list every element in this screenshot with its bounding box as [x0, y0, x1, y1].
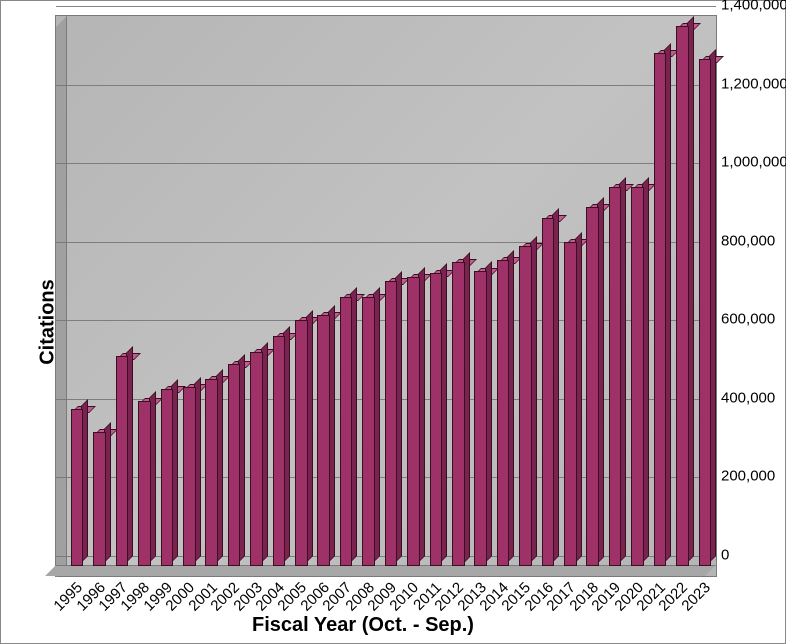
bars-container — [66, 16, 716, 566]
y-tick: 400,000 — [721, 389, 775, 406]
y-tick: 0 — [721, 547, 729, 564]
bar — [116, 358, 129, 566]
x-axis-label: Fiscal Year (Oct. - Sep.) — [1, 614, 725, 637]
bar — [273, 338, 286, 566]
gridline — [56, 477, 66, 478]
gridline — [56, 320, 66, 321]
bar — [699, 61, 712, 566]
bar — [161, 391, 174, 566]
bar — [676, 28, 689, 566]
bar — [362, 299, 375, 566]
bar — [138, 403, 151, 566]
bar — [586, 209, 599, 567]
bar — [452, 264, 465, 567]
bar — [228, 366, 241, 566]
y-tick: 1,200,000 — [721, 75, 786, 92]
plot-area — [55, 15, 717, 577]
bar — [183, 389, 196, 566]
y-tick: 1,400,000 — [721, 0, 786, 14]
y-tick: 200,000 — [721, 468, 775, 485]
gridline — [66, 6, 716, 7]
gridline — [56, 163, 66, 164]
gridline — [56, 85, 66, 86]
chart-frame: Citations 0200,000400,000600,000800,0001… — [0, 0, 786, 644]
bar — [317, 317, 330, 566]
bar — [340, 299, 353, 566]
bar — [631, 189, 644, 566]
gridline — [56, 242, 66, 243]
bar — [430, 275, 443, 566]
bar — [609, 189, 622, 566]
bar — [564, 244, 577, 566]
y-tick: 600,000 — [721, 311, 775, 328]
bar — [519, 248, 532, 566]
bar — [654, 55, 667, 566]
gridline — [56, 556, 66, 557]
bar — [250, 354, 263, 566]
bar — [71, 411, 84, 566]
bar — [474, 273, 487, 566]
y-tick: 800,000 — [721, 232, 775, 249]
bar — [295, 322, 308, 566]
bar — [542, 220, 555, 566]
bar — [205, 381, 218, 566]
bar — [407, 279, 420, 566]
y-tick: 1,000,000 — [721, 154, 786, 171]
bar — [497, 262, 510, 566]
bar — [93, 434, 106, 566]
gridline — [56, 6, 66, 7]
gridline — [56, 399, 66, 400]
bar — [385, 283, 398, 566]
